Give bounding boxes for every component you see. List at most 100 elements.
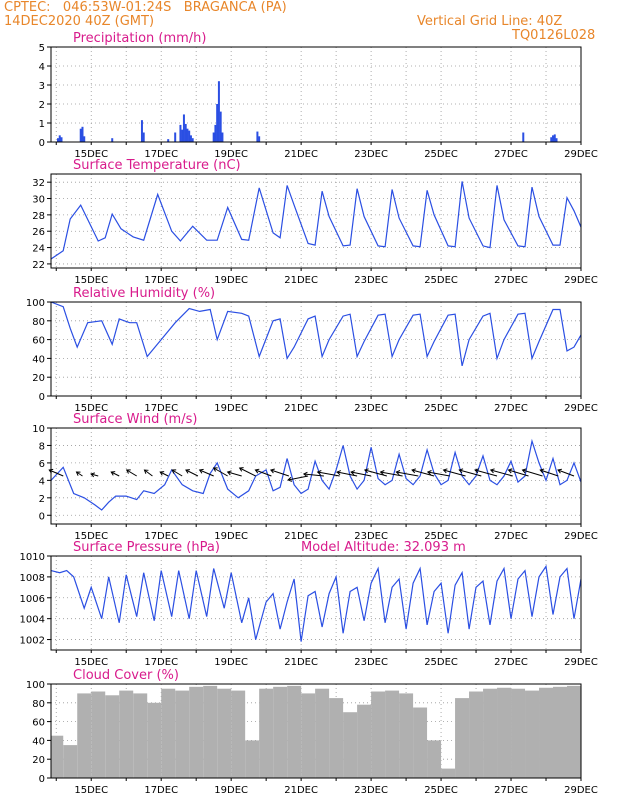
- x-tick-label: 25DEC: [424, 531, 458, 542]
- wind-arrow-head: [302, 471, 308, 477]
- wind-arrow-head: [458, 468, 464, 474]
- wind-arrow-head: [125, 469, 131, 474]
- x-tick-label: 29DEC: [564, 149, 598, 160]
- wind-arrow: [302, 471, 324, 477]
- wind-arrow-head: [212, 467, 218, 472]
- wind-arrow: [159, 471, 169, 477]
- x-tick-label: 25DEC: [424, 149, 458, 160]
- wind-arrow-head: [238, 467, 244, 472]
- wind-arrow-head: [336, 470, 342, 476]
- y-tick-label: 60: [32, 336, 45, 347]
- panel-frame: [50, 683, 582, 779]
- wind-arrow: [270, 468, 290, 477]
- wind-arrow-shaft: [76, 471, 83, 477]
- wind-arrow-shaft: [522, 469, 543, 477]
- panel-title: Surface Temperature (nC): [73, 158, 241, 173]
- y-tick-label: 40: [32, 736, 45, 747]
- panel-title: Precipitation (mm/h): [73, 31, 206, 46]
- wind-arrow: [379, 470, 403, 477]
- x-tick-label: 27DEC: [494, 785, 528, 796]
- cloud-bar: [469, 691, 484, 778]
- x-tick-label: 23DEC: [354, 403, 388, 414]
- wind-arrow-shaft: [255, 469, 272, 477]
- cloud-bar: [385, 690, 400, 778]
- wind-arrow: [198, 468, 214, 477]
- y-tick-label: 1008: [20, 573, 45, 584]
- precip-bar: [555, 138, 558, 142]
- precip-bar: [191, 138, 194, 142]
- y-tick-label: 8: [39, 441, 45, 452]
- y-tick-label: 22: [32, 260, 45, 271]
- cloud-bar: [357, 704, 372, 778]
- x-tick-label: 23DEC: [354, 531, 388, 542]
- precip-bar: [83, 136, 86, 142]
- wind-arrow: [238, 467, 256, 477]
- x-tick-label: 29DEC: [564, 275, 598, 286]
- x-tick-label: 29DEC: [564, 657, 598, 668]
- wind-arrow-shaft: [199, 469, 214, 477]
- wind-arrow: [507, 468, 529, 477]
- x-tick-label: 23DEC: [354, 657, 388, 668]
- y-tick-label: 1006: [20, 594, 45, 605]
- wind-arrow-shaft: [110, 471, 120, 477]
- precip-bar: [216, 104, 219, 142]
- precip-bar: [256, 131, 259, 142]
- x-tick-label: 19DEC: [214, 785, 248, 796]
- cloud-bar: [441, 768, 456, 778]
- wind-arrow: [521, 468, 543, 477]
- x-tick-label: 27DEC: [494, 531, 528, 542]
- wind-arrow: [426, 470, 450, 477]
- panel-title: Relative Humidity (%): [73, 286, 215, 301]
- y-tick-label: 1010: [20, 552, 45, 563]
- cloud-bar: [105, 695, 120, 778]
- cloud-bar: [51, 735, 64, 778]
- y-tick-label: 0: [39, 392, 45, 403]
- wind-arrow: [350, 470, 372, 477]
- wind-arrow-shaft: [144, 469, 153, 477]
- series-line: [50, 181, 582, 260]
- cloud-bar: [175, 690, 190, 778]
- y-tick-label: 2: [39, 494, 45, 505]
- precip-bar: [258, 136, 261, 142]
- panel-title: Surface Wind (m/s): [73, 412, 197, 427]
- cloud-bar: [77, 693, 92, 778]
- wind-arrow: [539, 468, 559, 477]
- cloud-bar: [371, 691, 386, 778]
- precip-bar: [174, 132, 177, 142]
- x-tick-label: 27DEC: [494, 403, 528, 414]
- precip-bar: [181, 129, 184, 142]
- wind-arrow-head: [474, 468, 480, 474]
- precip-bar: [179, 124, 182, 142]
- x-tick-label: 27DEC: [494, 149, 528, 160]
- wind-arrow-shaft: [90, 473, 99, 477]
- y-tick-label: 6: [39, 459, 45, 470]
- cloud-bar: [203, 685, 218, 778]
- cloud-bar: [427, 740, 442, 778]
- precip-bar: [140, 120, 143, 142]
- wind-arrow: [212, 467, 228, 477]
- x-tick-label: 25DEC: [424, 403, 458, 414]
- y-tick-label: 100: [26, 298, 45, 309]
- y-tick-label: 5: [39, 43, 45, 54]
- y-tick-label: 60: [32, 718, 45, 729]
- cloud-bar: [189, 686, 204, 778]
- panel-frame: [50, 555, 582, 651]
- cloud-bar: [91, 691, 106, 778]
- header-date: 14DEC2020 40Z (GMT): [4, 14, 155, 29]
- cloud-bar: [245, 740, 260, 778]
- y-tick-label: 30: [32, 195, 45, 206]
- header-station: CPTEC: 046:53W-01:24S BRAGANCA (PA): [4, 0, 287, 15]
- cloud-bar: [231, 690, 246, 778]
- cloud-bar: [315, 688, 330, 778]
- y-tick-label: 3: [39, 81, 45, 92]
- x-tick-label: 15DEC: [74, 149, 108, 160]
- precip-bar: [58, 135, 61, 142]
- y-tick-label: 1004: [20, 615, 45, 626]
- wind-arrow-shaft: [49, 469, 64, 477]
- cloud-bar: [539, 687, 554, 778]
- x-tick-label: 29DEC: [564, 785, 598, 796]
- panel-3: 0 20 40 60 80 100 15DEC 17DEC 19DEC 21DEC 23DEC 25D…: [26, 286, 598, 414]
- cloud-bar: [497, 687, 512, 778]
- wind-arrow-head: [198, 468, 204, 474]
- cloud-bar: [399, 693, 414, 778]
